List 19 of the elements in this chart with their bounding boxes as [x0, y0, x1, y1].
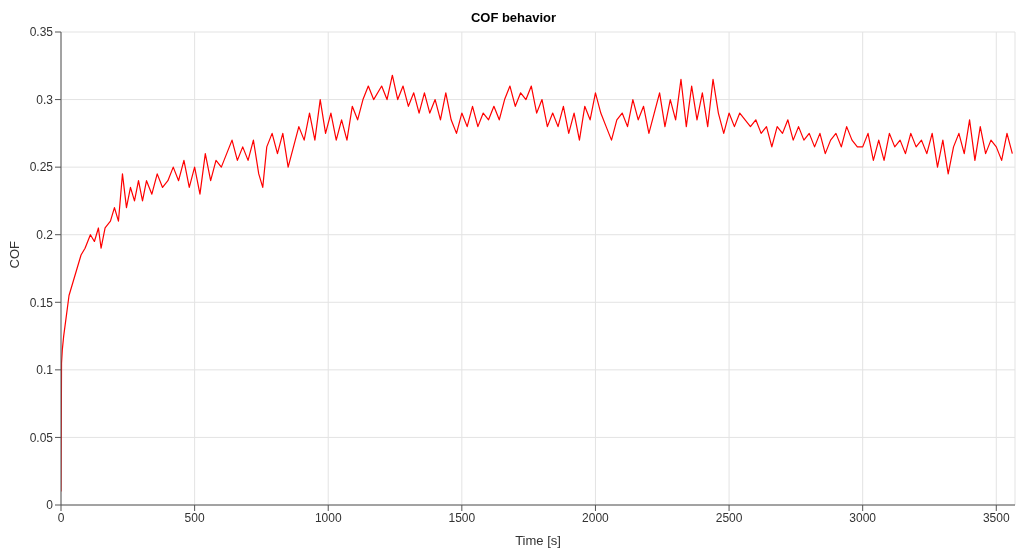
- y-tick-label: 0.05: [29, 430, 54, 445]
- chart-title: COF behavior: [469, 10, 558, 25]
- x-tick-label: 1500: [448, 510, 476, 525]
- x-tick-label: 0: [57, 510, 65, 525]
- x-tick-label: 1000: [314, 510, 342, 525]
- y-tick-label: 0.1: [36, 363, 54, 378]
- y-axis-title: COF: [6, 241, 22, 269]
- x-tick-label: 3000: [849, 510, 877, 525]
- x-tick-label: 2000: [582, 510, 610, 525]
- y-tick-label: 0: [46, 498, 54, 513]
- y-tick-label: 0.15: [29, 295, 54, 310]
- x-tick-label: 2500: [715, 510, 743, 525]
- x-tick-label: 500: [184, 510, 205, 525]
- x-axis-title: Time [s]: [515, 533, 561, 548]
- y-tick-label: 0.2: [36, 227, 54, 242]
- y-tick-label: 0.35: [29, 25, 54, 40]
- y-tick-label: 0.25: [29, 160, 54, 175]
- x-tick-label: 3500: [982, 510, 1010, 525]
- y-tick-label: 0.3: [36, 92, 54, 107]
